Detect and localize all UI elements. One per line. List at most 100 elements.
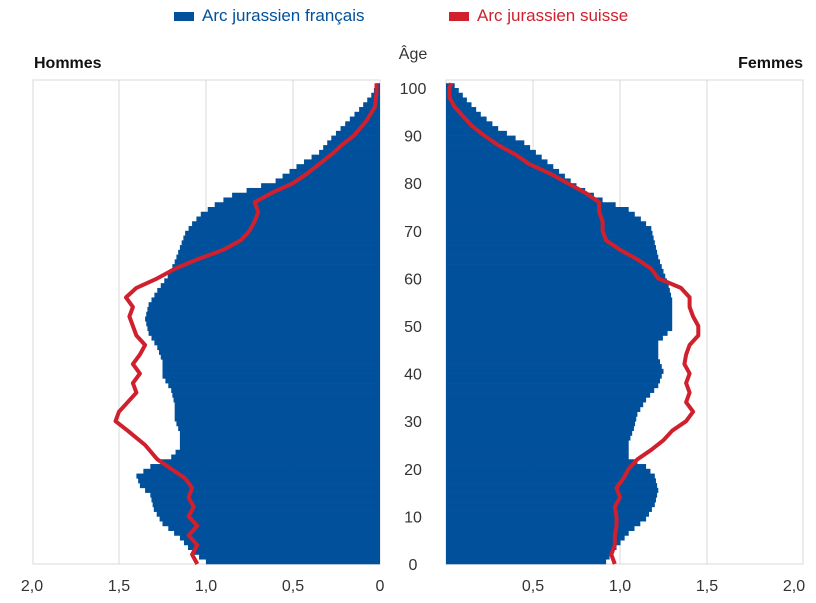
legend-swatch-francais [174,12,194,21]
bar-hommes-age-10 [156,511,380,517]
bar-femmes-age-77 [446,192,594,198]
bar-femmes-age-52 [446,311,673,317]
x-tick-8: 2,0 [783,578,805,595]
bar-femmes-age-67 [446,240,655,246]
age-tick-20: 20 [404,462,422,479]
bar-hommes-age-64 [176,254,380,260]
bar-hommes-age-72 [196,216,380,222]
line-suisse-femmes [447,82,701,565]
bar-femmes-age-81 [446,173,565,179]
bar-femmes-age-48 [446,330,668,336]
bar-hommes-age-24 [179,445,380,451]
age-tick-0: 0 [409,557,418,574]
bar-hommes-age-74 [207,207,380,213]
bar-hommes-age-16 [139,483,380,489]
bar-hommes-age-8 [162,521,380,527]
bar-hommes-age-85 [311,154,380,160]
bar-hommes-age-37 [168,383,380,389]
bar-hommes-age-46 [154,340,380,346]
bar-femmes-age-97 [446,97,467,103]
bar-femmes-age-33 [446,402,644,408]
legend: Arc jurassien français Arc jurassien sui… [174,6,628,25]
bar-femmes-age-5 [446,535,625,541]
bar-hommes-age-11 [153,506,380,512]
bar-hommes-age-73 [200,211,380,217]
bar-femmes-age-90 [446,130,507,136]
bar-hommes-age-32 [174,406,380,412]
bar-femmes-age-84 [446,159,548,165]
bar-femmes-age-36 [446,387,655,393]
bar-hommes-age-42 [162,359,380,365]
bar-hommes-age-68 [183,235,380,241]
bar-femmes-age-38 [446,378,661,384]
legend-swatch-suisse [449,12,469,21]
bar-femmes-age-83 [446,164,554,170]
bar-hommes-age-21 [160,459,380,465]
bar-hommes-age-82 [289,168,380,174]
bar-hommes-age-43 [160,354,380,360]
bar-femmes-age-40 [446,368,664,374]
age-tick-80: 80 [404,176,422,193]
bar-femmes-age-19 [446,468,651,474]
bar-hommes-age-23 [175,449,380,455]
bar-femmes-age-20 [446,464,647,470]
bar-hommes-age-19 [143,468,380,474]
bar-hommes-age-54 [148,302,380,308]
bar-femmes-age-65 [446,249,658,255]
bar-femmes-age-28 [446,425,634,432]
bar-femmes-age-4 [446,540,621,546]
bar-femmes-age-86 [446,149,536,155]
bar-femmes-age-13 [446,497,656,503]
bar-hommes-age-15 [145,487,380,493]
bar-femmes-age-22 [446,454,629,460]
x-tick-1: 1,5 [108,578,130,595]
bar-hommes-age-51 [145,316,380,322]
bar-hommes-age-71 [192,221,380,227]
bar-hommes-age-87 [323,145,380,151]
age-tick-90: 90 [404,129,422,146]
x-ticks: 2,0 1,5 1,0 0,5 0 0,5 1,0 1,5 2,0 [21,578,805,595]
bar-femmes-age-54 [446,302,673,308]
x-tick-7: 1,5 [696,578,718,595]
age-tick-60: 60 [404,271,422,288]
bar-hommes-age-65 [178,249,380,255]
bar-hommes-age-36 [171,387,380,393]
bar-femmes-age-78 [446,187,586,194]
bar-femmes-age-72 [446,216,641,222]
bar-hommes-age-38 [165,378,380,384]
bar-femmes-age-79 [446,183,577,189]
age-tick-100: 100 [400,81,427,98]
bar-femmes-age-51 [446,316,673,322]
bar-hommes-age-75 [214,202,380,208]
bar-femmes-age-16 [446,483,658,489]
bar-femmes-age-75 [446,202,616,208]
x-tick-2: 1,0 [195,578,217,595]
bar-hommes-age-18 [136,473,380,479]
bar-hommes-age-95 [359,107,380,113]
bar-hommes-age-57 [157,287,380,293]
age-axis-label: Âge [399,44,428,63]
bar-hommes-age-40 [162,368,380,374]
bar-hommes-age-80 [275,178,380,184]
bar-femmes-age-6 [446,530,629,536]
bar-femmes-age-68 [446,235,654,241]
bar-femmes-age-74 [446,207,629,213]
bar-hommes-age-52 [146,311,380,317]
bar-hommes-age-26 [179,435,380,441]
bar-hommes-age-27 [179,430,380,436]
bar-femmes-age-2 [446,549,614,555]
bar-hommes-age-58 [160,283,380,289]
bar-femmes-age-80 [446,178,571,184]
bar-femmes-age-24 [446,445,629,451]
bar-femmes-age-39 [446,373,662,379]
bar-femmes-age-18 [446,473,655,479]
bar-femmes-age-44 [446,349,659,355]
x-tick-6: 1,0 [609,578,631,595]
bar-femmes-age-45 [446,345,659,351]
x-tick-4: 0 [376,578,385,595]
bar-femmes-age-69 [446,230,653,236]
bar-hommes-age-89 [331,135,380,141]
bar-femmes-age-89 [446,135,516,141]
bar-hommes-age-3 [188,544,380,551]
bar-femmes-age-59 [446,278,667,284]
